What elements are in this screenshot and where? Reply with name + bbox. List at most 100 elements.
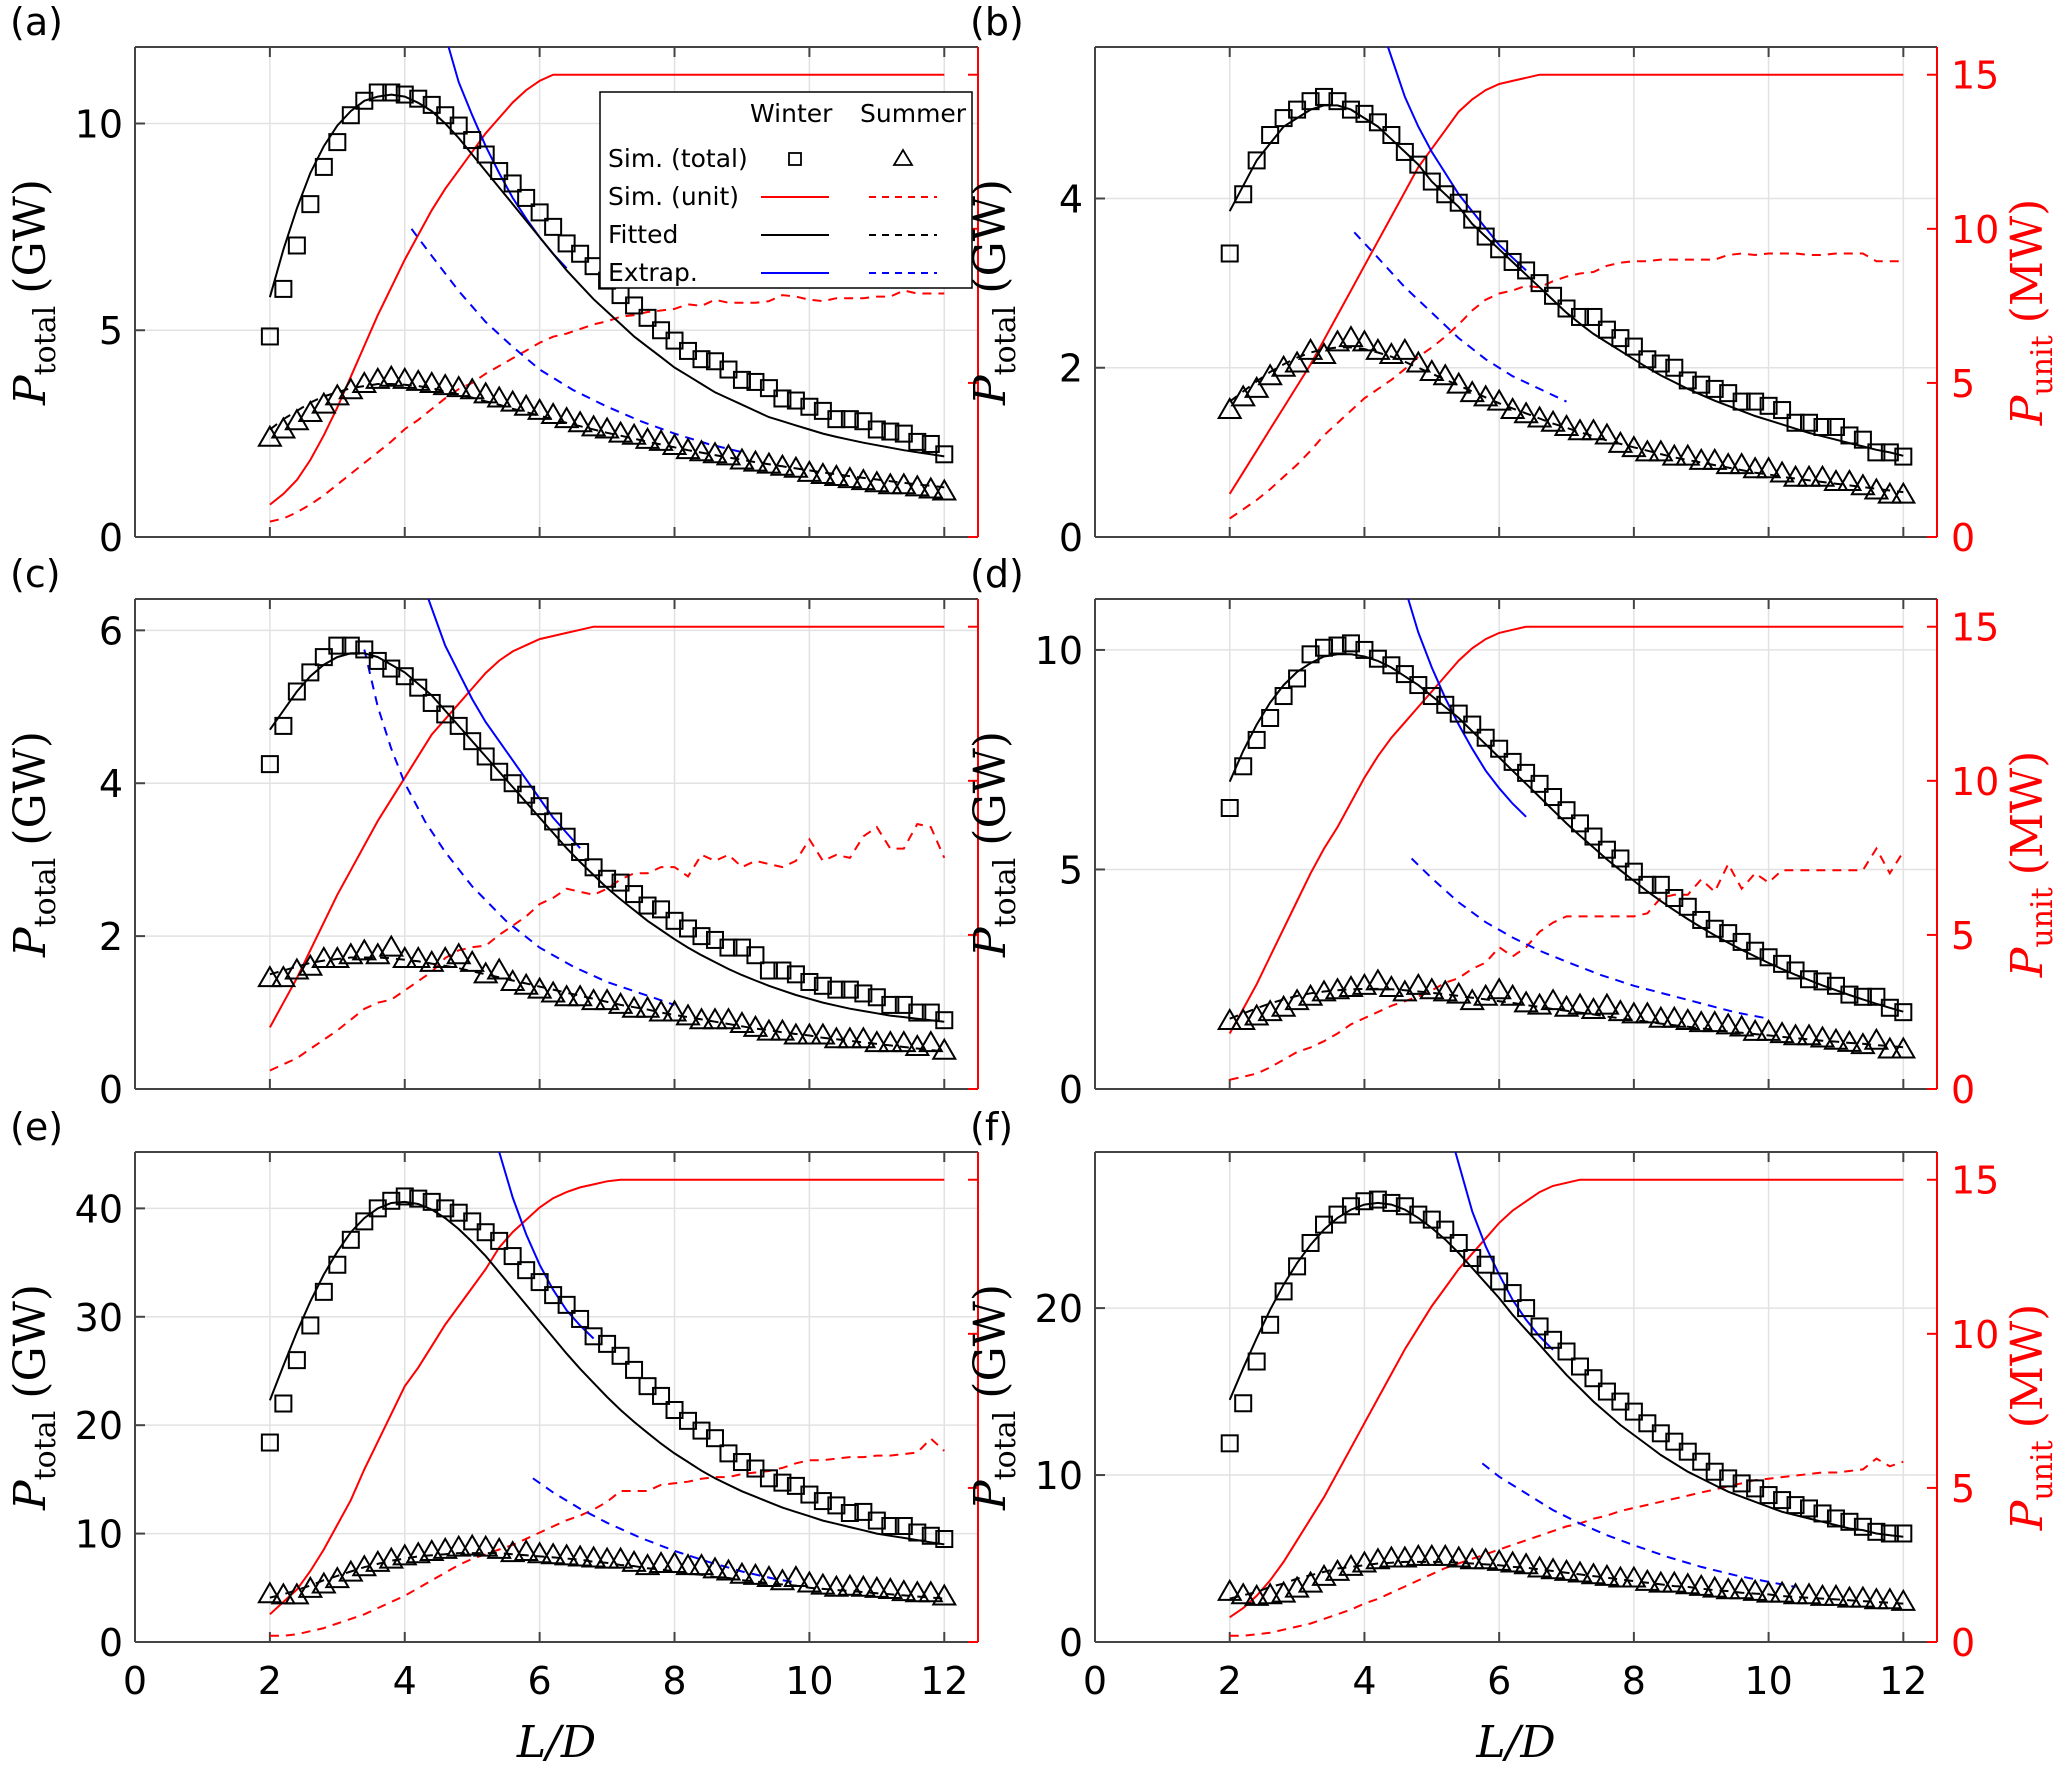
winter-total-marker <box>935 1011 954 1030</box>
summer-total-marker <box>1378 1545 1405 1568</box>
winter-total-marker <box>544 1286 563 1305</box>
winter-total-marker <box>759 379 778 398</box>
summer-total-marker <box>445 942 472 965</box>
summer-total-marker <box>796 459 823 482</box>
summer-total-marker <box>378 364 405 387</box>
winter-total-marker <box>1840 1512 1859 1531</box>
winter-total-marker <box>1692 375 1711 394</box>
x-tick-label: 8 <box>1622 1659 1646 1703</box>
summer-total-marker <box>783 455 809 478</box>
y-axis-title-left: Ptotal (GW) <box>5 731 63 958</box>
y-title-sub: total <box>28 1411 63 1481</box>
winter-total-marker <box>1746 392 1765 411</box>
summer-total-marker <box>850 1026 877 1049</box>
y-right-tick-label: 5 <box>1951 362 1975 406</box>
winter-total-marker <box>1880 998 1899 1017</box>
summer-total-marker <box>688 1553 715 1576</box>
summer-total-marker <box>513 972 539 995</box>
summer-total-marker <box>1796 1582 1822 1605</box>
winter-total-marker <box>409 678 428 697</box>
summer-total-marker <box>1594 1563 1620 1586</box>
summer-total-marker <box>1257 363 1283 386</box>
winter-total-marker <box>881 422 900 441</box>
winter-total-marker <box>260 1433 279 1452</box>
summer-total-marker <box>1863 1587 1890 1610</box>
winter-total-marker <box>759 1469 778 1488</box>
summer-total-marker <box>270 965 297 988</box>
series-summer-extrap <box>532 1477 797 1584</box>
winter-total-marker <box>1624 337 1643 356</box>
summer-total-marker <box>1742 1578 1768 1601</box>
panel-label: (e) <box>10 1105 63 1149</box>
summer-total-marker <box>823 464 850 487</box>
summer-total-marker <box>1243 375 1270 398</box>
y-right-tick-label: 15 <box>1951 1159 1999 1203</box>
winter-total-marker <box>517 1261 536 1280</box>
winter-total-marker <box>1746 1479 1765 1498</box>
summer-total-marker <box>661 1550 688 1573</box>
summer-total-marker <box>1446 1545 1472 1568</box>
summer-total-marker <box>715 1007 742 1030</box>
winter-total-marker <box>679 1411 698 1430</box>
winter-total-marker <box>382 1191 401 1210</box>
winter-total-marker <box>395 1187 414 1206</box>
summer-total-marker <box>392 366 418 389</box>
summer-total-marker <box>1270 354 1297 377</box>
plot-area <box>1216 47 1917 520</box>
winter-total-marker <box>732 1453 751 1472</box>
winter-total-marker <box>1234 185 1253 204</box>
summer-total-marker <box>1796 1023 1822 1046</box>
y-title-main: P <box>2002 394 2053 426</box>
winter-total-marker <box>692 927 711 946</box>
summer-total-marker <box>864 1575 890 1598</box>
summer-total-marker <box>648 999 674 1022</box>
winter-total-marker <box>773 961 792 980</box>
winter-total-marker <box>274 716 293 735</box>
winter-total-marker <box>840 1503 859 1522</box>
summer-total-marker <box>1338 975 1364 998</box>
summer-total-marker <box>796 1570 823 1593</box>
winter-total-marker <box>395 667 414 686</box>
summer-total-marker <box>499 1540 526 1563</box>
y-axis-title-right: Punit (MW) <box>2002 751 2060 979</box>
summer-total-marker <box>1297 337 1324 360</box>
winter-total-marker <box>1315 87 1334 106</box>
summer-total-marker <box>1378 975 1405 998</box>
winter-total-marker <box>1570 307 1589 326</box>
series-summer-extrap <box>1353 231 1567 403</box>
legend-header-winter: Winter <box>750 99 833 128</box>
winter-total-marker <box>732 370 751 389</box>
winter-total-marker <box>463 732 482 751</box>
winter-total-marker <box>1544 1330 1563 1349</box>
summer-total-marker <box>459 949 485 972</box>
y-tick-label: 30 <box>75 1296 123 1340</box>
winter-total-marker <box>1813 1504 1832 1523</box>
winter-total-marker <box>1853 430 1872 449</box>
summer-total-marker <box>1755 1580 1782 1603</box>
winter-total-marker <box>773 1473 792 1492</box>
summer-total-marker <box>1499 397 1526 420</box>
winter-total-marker <box>1611 1392 1630 1411</box>
summer-total-marker <box>1378 342 1405 365</box>
winter-total-marker <box>449 116 468 135</box>
winter-total-marker <box>773 389 792 408</box>
y-title-sub: total <box>988 306 1023 376</box>
winter-total-marker <box>1490 1272 1509 1291</box>
summer-total-marker <box>284 1582 310 1605</box>
panel-b: 0 2 4 0 5 10 15 (b) Ptotal (GW) Punit (MW) <box>965 0 2060 560</box>
summer-total-marker <box>1607 430 1634 453</box>
summer-total-marker <box>1621 435 1647 458</box>
summer-total-marker <box>823 1026 850 1049</box>
summer-total-marker <box>1526 1555 1553 1578</box>
winter-total-marker <box>1773 401 1792 420</box>
summer-total-marker <box>1216 1007 1243 1030</box>
summer-total-marker <box>392 946 418 969</box>
winter-total-marker <box>517 188 536 207</box>
winter-total-marker <box>341 106 360 125</box>
winter-total-marker <box>1800 970 1819 989</box>
winter-total-marker <box>1341 100 1360 119</box>
summer-total-marker <box>607 1546 634 1569</box>
winter-total-marker <box>881 1517 900 1536</box>
summer-total-marker <box>634 1553 661 1576</box>
winter-total-marker <box>1665 358 1684 377</box>
